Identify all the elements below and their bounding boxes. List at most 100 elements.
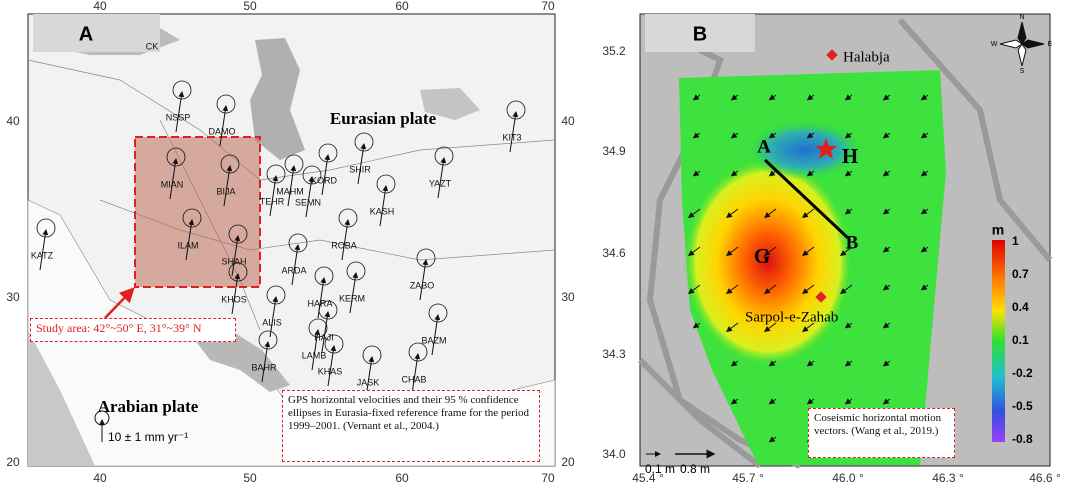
station-label: KORD bbox=[311, 175, 338, 185]
compass-label: N bbox=[1019, 14, 1024, 21]
velocity-arrow bbox=[411, 353, 421, 395]
plate-label: Eurasian plate bbox=[330, 109, 437, 128]
confidence-ellipse bbox=[314, 266, 334, 286]
confidence-ellipse bbox=[228, 262, 248, 282]
motion-vector bbox=[844, 94, 853, 101]
velocity-arrow bbox=[291, 244, 301, 286]
confidence-ellipse bbox=[408, 342, 428, 362]
confidence-ellipse bbox=[258, 330, 278, 350]
station-label: JASK bbox=[357, 377, 380, 387]
confidence-ellipse bbox=[288, 233, 308, 253]
velocity-arrow bbox=[321, 154, 331, 196]
motion-vector bbox=[768, 398, 777, 405]
confidence-ellipse bbox=[362, 345, 382, 365]
velocity-arrow bbox=[219, 105, 229, 147]
motion-vector bbox=[882, 208, 891, 215]
y-tick-label: 40 bbox=[6, 114, 20, 128]
study-arrow bbox=[104, 287, 135, 319]
scale-label: 10 ± 1 mm yr⁻¹ bbox=[108, 430, 188, 444]
station-label: KIT3 bbox=[502, 132, 521, 142]
station-label: NSSP bbox=[166, 112, 191, 122]
y-tick-label: 30 bbox=[6, 290, 20, 304]
motion-vector bbox=[844, 360, 853, 367]
motion-vector bbox=[920, 246, 929, 253]
motion-vector bbox=[730, 360, 739, 367]
x-tick-label: 70 bbox=[541, 0, 555, 13]
caption: GPS horizontal velocities and their 95 %… bbox=[282, 390, 540, 462]
compass bbox=[999, 21, 1045, 67]
motion-vector bbox=[768, 94, 777, 101]
motion-vector bbox=[801, 246, 815, 256]
velocity-arrow bbox=[231, 235, 241, 277]
confidence-ellipse bbox=[308, 318, 328, 338]
velocity-arrow bbox=[39, 229, 49, 271]
motion-vector bbox=[768, 170, 777, 177]
station-label: CHAB bbox=[401, 374, 426, 384]
velocity-arrow bbox=[431, 314, 441, 356]
y-tick-label: 34.6 bbox=[602, 246, 626, 260]
confidence-ellipse bbox=[216, 94, 236, 114]
colorbar-unit: m bbox=[992, 222, 1004, 238]
motion-vector bbox=[920, 284, 929, 291]
plate-label: Arabian plate bbox=[98, 397, 199, 416]
city-marker bbox=[815, 291, 827, 303]
motion-vector bbox=[839, 284, 853, 294]
profile-line bbox=[763, 158, 850, 240]
confidence-ellipse bbox=[346, 261, 366, 281]
y-tick-label: 35.2 bbox=[602, 44, 626, 58]
motion-vector bbox=[763, 246, 777, 256]
point-label: G bbox=[754, 244, 770, 268]
velocity-arrow bbox=[509, 111, 519, 153]
label-box bbox=[33, 14, 160, 52]
epicenter bbox=[815, 138, 837, 159]
motion-vector bbox=[687, 208, 701, 218]
motion-vector bbox=[882, 170, 891, 177]
motion-vector bbox=[844, 132, 853, 139]
x-tick-label: 45.7 ° bbox=[732, 471, 764, 485]
motion-vector bbox=[844, 170, 853, 177]
motion-vector bbox=[730, 132, 739, 139]
x-tick-label: 70 bbox=[541, 471, 555, 485]
station-label: KASH bbox=[370, 206, 395, 216]
colorbar-label: -0.8 bbox=[1012, 432, 1033, 446]
motion-vector bbox=[882, 246, 891, 253]
velocity-arrow bbox=[357, 143, 367, 185]
compass-label: S bbox=[1020, 68, 1025, 75]
motion-vector bbox=[920, 132, 929, 139]
confidence-ellipse bbox=[506, 100, 526, 120]
y-tick-label: 30 bbox=[561, 290, 575, 304]
compass-label: E bbox=[1048, 41, 1053, 48]
colorbar-label: -0.2 bbox=[1012, 366, 1033, 380]
velocity-arrow bbox=[311, 329, 321, 371]
panel-label: A bbox=[79, 23, 93, 45]
point-label: H bbox=[842, 144, 858, 168]
hillshade bbox=[637, 18, 1053, 469]
station-label: TEHR bbox=[260, 196, 285, 206]
point-label: A bbox=[757, 136, 771, 157]
x-tick-label: 46.6 ° bbox=[1029, 471, 1061, 485]
scale-label: 0.1 m bbox=[645, 462, 675, 476]
confidence-ellipse bbox=[318, 300, 338, 320]
y-tick-label: 34.9 bbox=[602, 144, 626, 158]
station-label: ILAM bbox=[177, 240, 198, 250]
station-label: BIJA bbox=[216, 186, 235, 196]
colorbar-label: 0.1 bbox=[1012, 333, 1029, 347]
panel-b: Halabja Sarpol-e-Zahab A B H G B m 1 0.7 0… bbox=[637, 13, 1053, 476]
velocity-arrow bbox=[321, 311, 331, 353]
velocity-arrow bbox=[349, 272, 359, 314]
label-box bbox=[645, 14, 755, 52]
station-label: SHIR bbox=[349, 164, 371, 174]
motion-vector bbox=[882, 94, 891, 101]
compass-label: W bbox=[991, 41, 998, 48]
city-label: Halabja bbox=[843, 49, 890, 65]
confidence-ellipse bbox=[324, 334, 344, 354]
motion-vector bbox=[725, 322, 739, 332]
persian-gulf bbox=[195, 330, 290, 392]
motion-vector bbox=[882, 360, 891, 367]
motion-vector bbox=[839, 246, 853, 256]
motion-vector bbox=[692, 94, 701, 101]
station-label: SEMN bbox=[295, 197, 321, 207]
motion-vector bbox=[730, 94, 739, 101]
panel-label: B bbox=[693, 23, 707, 45]
motion-vector bbox=[882, 322, 891, 329]
